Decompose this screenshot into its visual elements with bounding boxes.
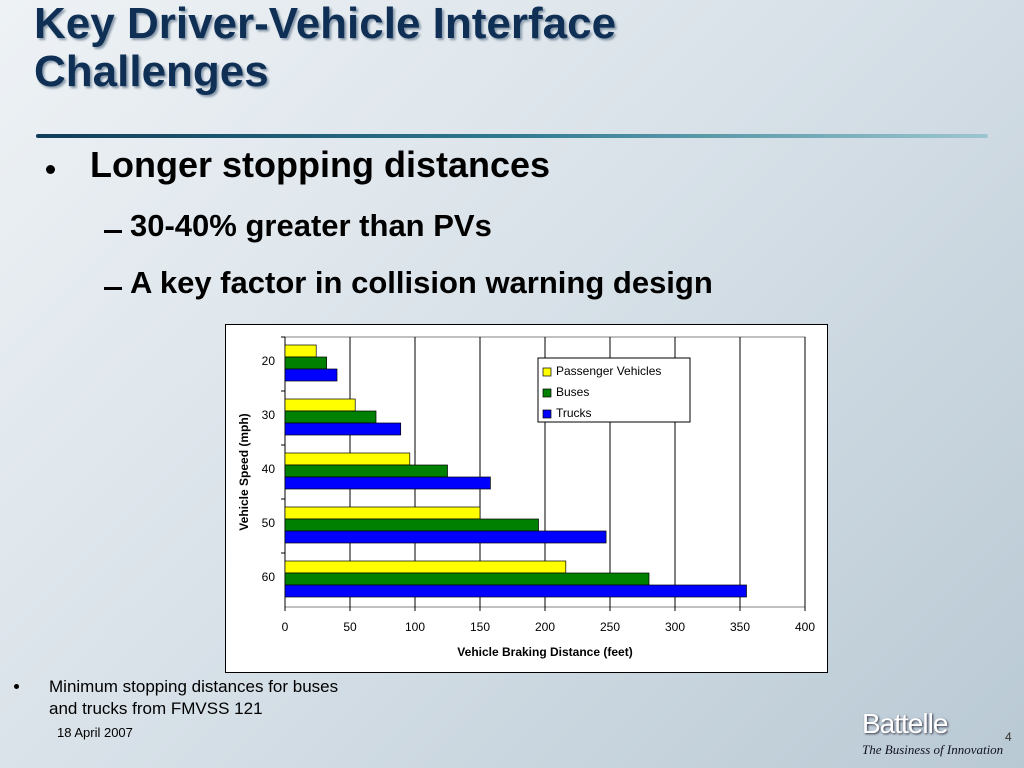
legend-swatch: [542, 409, 552, 419]
x-tick-label: 300: [665, 620, 685, 634]
page-number: 4: [1005, 730, 1012, 744]
bar: [284, 464, 448, 478]
x-tick-label: 250: [600, 620, 620, 634]
sub-bullet-dash: [104, 230, 122, 233]
x-tick-label: 400: [795, 620, 815, 634]
x-tick-label: 200: [535, 620, 555, 634]
y-tick-label: 50: [262, 516, 276, 530]
bar: [284, 584, 747, 598]
chart: Vehicle Braking Distance (feet) Vehicle …: [225, 324, 828, 673]
bar: [284, 476, 491, 490]
bar: [284, 506, 481, 520]
slide-title: Key Driver-Vehicle Interface Challenges: [34, 0, 617, 96]
bullet-dot: [14, 684, 19, 689]
y-tick-label: 30: [262, 408, 276, 422]
bar: [284, 518, 539, 532]
x-tick-label: 150: [470, 620, 490, 634]
x-axis-label: Vehicle Braking Distance (feet): [457, 645, 632, 659]
legend-label: Passenger Vehicles: [556, 364, 661, 378]
legend-swatch: [542, 367, 552, 377]
bar: [284, 422, 402, 436]
bar: [284, 344, 317, 358]
bullet-dot: [46, 165, 55, 174]
y-tick-label: 40: [262, 462, 276, 476]
bar: [284, 530, 607, 544]
tagline: The Business of Innovation: [862, 742, 1004, 757]
bullet: Longer stopping distances: [90, 144, 551, 185]
x-tick-label: 0: [282, 620, 289, 634]
legend-label: Trucks: [556, 406, 592, 420]
bar: [284, 356, 327, 370]
y-tick-label: 20: [262, 354, 276, 368]
y-axis-label: Vehicle Speed (mph): [237, 413, 251, 530]
bar: [284, 368, 338, 382]
x-tick-label: 350: [730, 620, 750, 634]
legend-label: Buses: [556, 385, 589, 399]
bar: [284, 410, 377, 424]
legend-box: [537, 357, 691, 423]
sub-bullet: A key factor in collision warning design: [130, 265, 713, 300]
bar: [284, 560, 567, 574]
sub-bullet: 30-40% greater than PVs: [130, 208, 492, 243]
footnote: Minimum stopping distances for buses and…: [49, 677, 339, 718]
title-rule: [36, 134, 988, 138]
bar: [284, 398, 356, 412]
x-tick-label: 50: [343, 620, 357, 634]
bar: [284, 452, 411, 466]
y-tick-label: 60: [262, 570, 276, 584]
x-tick-label: 100: [405, 620, 425, 634]
sub-bullet-dash: [104, 287, 122, 290]
bar: [284, 572, 650, 586]
logo: Battelle: [862, 708, 948, 739]
legend-swatch: [542, 388, 552, 398]
date: 18 April 2007: [57, 725, 133, 740]
